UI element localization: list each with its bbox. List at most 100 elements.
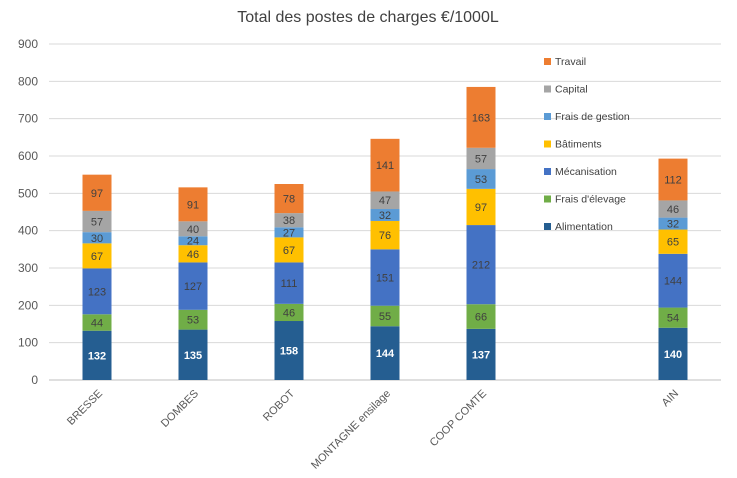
bar-segment bbox=[466, 169, 496, 189]
data-label: 27 bbox=[283, 227, 295, 239]
bar-segment bbox=[658, 229, 688, 254]
bar-segment bbox=[82, 210, 112, 233]
bar-segment bbox=[274, 262, 304, 304]
bar-segment bbox=[82, 268, 112, 315]
legend-label: Frais de gestion bbox=[555, 111, 630, 123]
bar-segment bbox=[178, 236, 208, 246]
data-label: 67 bbox=[283, 245, 295, 257]
legend-swatch bbox=[544, 223, 551, 230]
y-tick-label: 0 bbox=[31, 373, 38, 387]
data-label: 40 bbox=[187, 224, 199, 236]
legend-swatch bbox=[544, 85, 551, 93]
data-label: 158 bbox=[280, 346, 298, 358]
data-label: 163 bbox=[472, 112, 490, 124]
data-label: 141 bbox=[376, 160, 394, 172]
bars: 1324412367305797135531274624409115846111… bbox=[82, 86, 688, 380]
legend-swatch bbox=[544, 113, 551, 120]
x-tick-label: ROBOT bbox=[261, 387, 297, 423]
data-label: 46 bbox=[667, 204, 679, 216]
bar-segment bbox=[82, 330, 112, 380]
y-tick-label: 100 bbox=[18, 336, 38, 350]
bar-segment bbox=[274, 213, 304, 228]
data-label: 151 bbox=[376, 273, 394, 285]
bar-segment bbox=[370, 138, 400, 192]
bar-segment bbox=[274, 321, 304, 380]
bar-segment bbox=[658, 217, 688, 230]
data-label: 97 bbox=[91, 188, 103, 200]
bar-segment bbox=[466, 86, 496, 148]
legend-swatch bbox=[544, 58, 551, 65]
legend: Travail Capital Frais de gestion Bâtiments M… bbox=[544, 56, 630, 233]
bar-segment bbox=[82, 232, 112, 244]
bar-segment bbox=[178, 262, 208, 310]
bar-segment bbox=[370, 305, 400, 327]
data-label: 67 bbox=[91, 251, 103, 263]
data-label: 55 bbox=[379, 311, 391, 323]
bar-segment bbox=[178, 221, 208, 237]
data-label: 97 bbox=[475, 202, 487, 214]
data-label: 47 bbox=[379, 195, 391, 207]
legend-label: Capital bbox=[555, 84, 588, 96]
legend-label: Frais d'élevage bbox=[555, 194, 626, 206]
data-label: 66 bbox=[475, 312, 487, 324]
data-label: 137 bbox=[472, 349, 490, 361]
bar-segment bbox=[658, 253, 688, 308]
x-tick-label: BRESSE bbox=[65, 388, 105, 428]
bar-segment bbox=[658, 327, 688, 380]
legend-swatch bbox=[544, 140, 551, 148]
y-tick-label: 600 bbox=[18, 149, 38, 163]
data-label: 144 bbox=[664, 276, 682, 288]
bar-segment bbox=[274, 184, 304, 214]
data-label: 144 bbox=[376, 348, 395, 360]
bar-segment bbox=[178, 309, 208, 330]
data-label: 65 bbox=[667, 237, 679, 249]
x-tick-label: MONTAGNE ensilage bbox=[309, 388, 393, 472]
data-label: 127 bbox=[184, 281, 202, 293]
data-label: 111 bbox=[281, 278, 298, 290]
data-label: 76 bbox=[379, 230, 391, 242]
data-label: 57 bbox=[475, 153, 487, 165]
legend-label: Bâtiments bbox=[555, 139, 602, 151]
data-label: 54 bbox=[667, 313, 679, 325]
legend-swatch bbox=[544, 168, 551, 175]
data-label: 24 bbox=[187, 236, 199, 248]
data-label: 57 bbox=[91, 217, 103, 229]
data-label: 38 bbox=[283, 215, 295, 227]
x-axis: BRESSE DOMBES ROBOT MONTAGNE ensilage COOP C… bbox=[65, 387, 681, 471]
bar-segment bbox=[370, 326, 400, 380]
bar-segment bbox=[274, 237, 304, 263]
data-label: 212 bbox=[472, 260, 490, 272]
bar-segment bbox=[466, 304, 496, 329]
bar-segment bbox=[658, 200, 688, 218]
bar-segment bbox=[466, 225, 496, 305]
data-label: 53 bbox=[475, 174, 487, 186]
data-label: 140 bbox=[664, 349, 682, 361]
bar-segment bbox=[274, 227, 304, 238]
y-tick-label: 900 bbox=[18, 37, 38, 51]
y-tick-label: 700 bbox=[18, 112, 38, 126]
data-label: 46 bbox=[283, 307, 295, 319]
data-label: 78 bbox=[283, 194, 295, 206]
y-tick-label: 500 bbox=[18, 186, 38, 200]
bar-segment bbox=[466, 188, 496, 226]
bar-segment bbox=[178, 245, 208, 263]
data-label: 91 bbox=[187, 199, 199, 211]
bar-segment bbox=[466, 147, 496, 170]
data-label: 132 bbox=[88, 350, 106, 362]
bar-segment bbox=[370, 191, 400, 210]
data-label: 32 bbox=[667, 219, 679, 231]
y-tick-label: 400 bbox=[18, 224, 38, 238]
x-tick-label: AIN bbox=[660, 388, 681, 409]
chart-title: Total des postes de charges €/1000L bbox=[237, 9, 499, 26]
data-label: 30 bbox=[91, 233, 103, 245]
data-label: 123 bbox=[88, 286, 106, 298]
bar-segment bbox=[82, 314, 112, 331]
bar-segment bbox=[274, 303, 304, 322]
legend-label: Alimentation bbox=[555, 221, 613, 233]
legend-label: Mécanisation bbox=[555, 166, 617, 178]
data-label: 53 bbox=[187, 315, 199, 327]
y-tick-label: 200 bbox=[18, 298, 38, 312]
legend-swatch bbox=[544, 195, 551, 203]
